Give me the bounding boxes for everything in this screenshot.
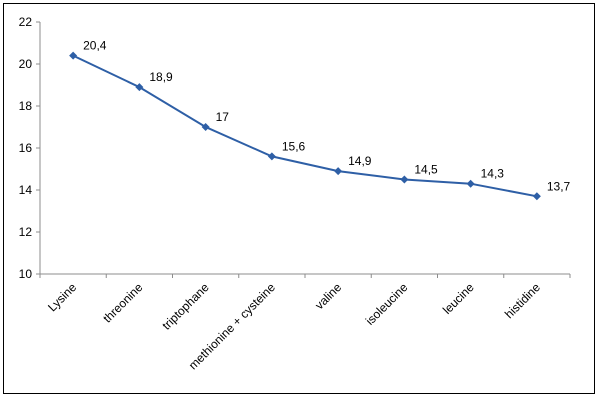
y-tick-label: 12 (19, 225, 33, 239)
data-label: 17 (216, 110, 230, 124)
x-tick-label: valine (312, 280, 344, 312)
data-label: 13,7 (547, 179, 571, 193)
data-label: 15,6 (282, 139, 306, 153)
x-tick-label: leucine (440, 280, 477, 317)
data-point-marker (466, 179, 475, 188)
x-tick-label: Lysine (45, 280, 79, 314)
data-point-marker (135, 83, 144, 92)
y-tick-label: 14 (19, 183, 33, 197)
data-point-marker (334, 167, 343, 176)
y-tick-label: 20 (19, 57, 33, 71)
data-point-marker (400, 175, 409, 184)
y-tick-label: 22 (19, 15, 33, 29)
data-label: 20,4 (83, 39, 107, 53)
data-point-marker (201, 123, 210, 131)
series-line (72, 54, 538, 198)
x-tick-label: triptophane (159, 280, 212, 333)
x-tick-label: histidine (502, 280, 543, 321)
x-tick-label: isoleucine (363, 280, 411, 328)
series-line-group (69, 51, 541, 201)
data-point-marker (69, 51, 78, 60)
y-tick-label: 10 (19, 267, 33, 281)
data-label: 14,5 (414, 163, 438, 177)
data-label: 14,9 (348, 154, 372, 168)
data-point-marker (267, 152, 276, 161)
x-tick-label: threonine (100, 280, 146, 326)
y-tick-label: 16 (19, 141, 33, 155)
data-label: 14,3 (481, 167, 505, 181)
y-tick-label: 18 (19, 99, 33, 113)
data-label-group: 20,4 18,9 17 15,6 14,9 14,5 14,3 13,7 (83, 39, 570, 194)
data-point-marker (532, 192, 541, 201)
data-label: 18,9 (149, 70, 173, 84)
